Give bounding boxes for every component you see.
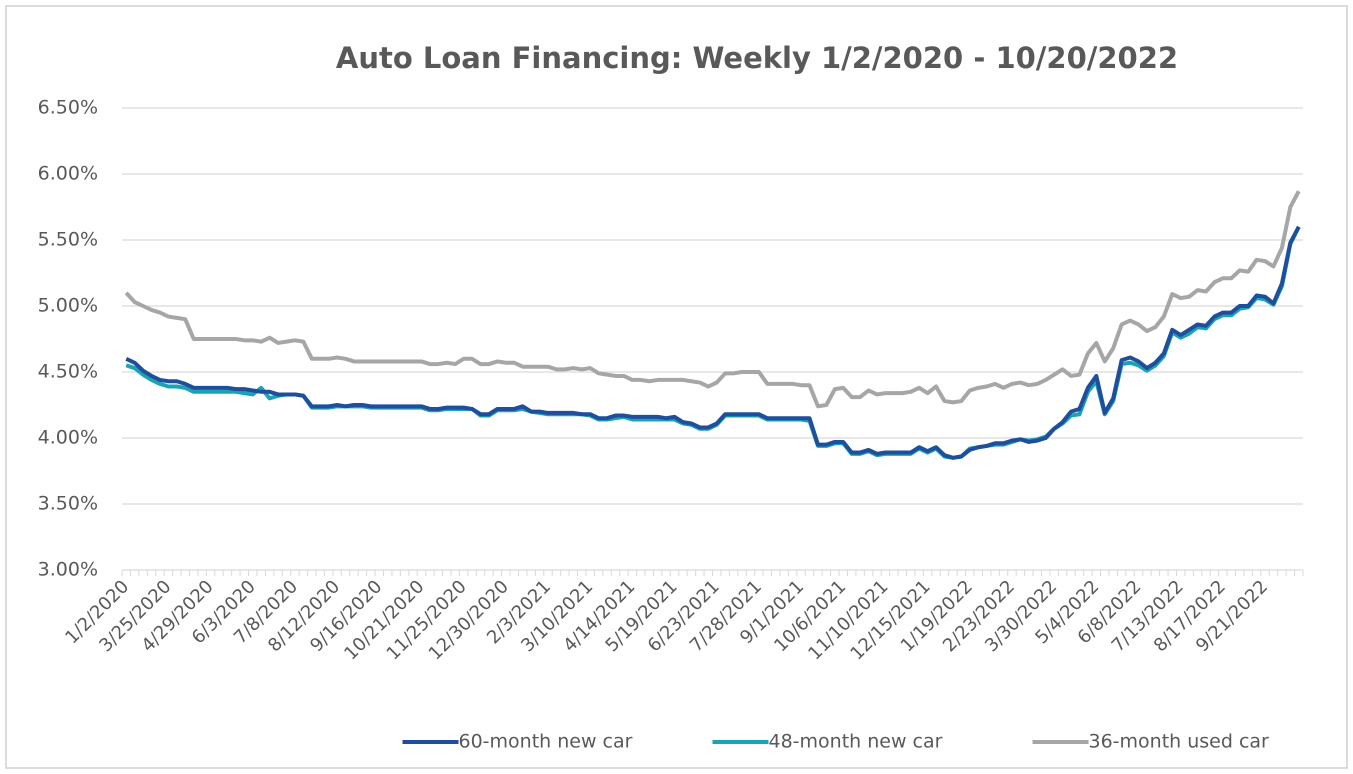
y-tick-label: 5.00%	[38, 295, 98, 317]
series-line	[125, 225, 1301, 460]
legend-label: 60-month new car	[459, 731, 633, 753]
chart-title: Auto Loan Financing: Weekly 1/2/2020 - 1…	[336, 41, 1178, 75]
y-tick-label: 5.50%	[38, 229, 98, 251]
y-tick-label: 6.00%	[38, 163, 98, 185]
series-line	[124, 190, 1301, 409]
legend-label: 36-month used car	[1089, 731, 1270, 753]
y-tick-label: 3.00%	[38, 559, 98, 581]
y-tick-label: 3.50%	[38, 493, 98, 515]
y-tick-label: 4.50%	[38, 361, 98, 383]
y-tick-label: 4.00%	[38, 427, 98, 449]
legend-label: 48-month new car	[769, 731, 943, 753]
y-tick-label: 6.50%	[38, 97, 98, 119]
